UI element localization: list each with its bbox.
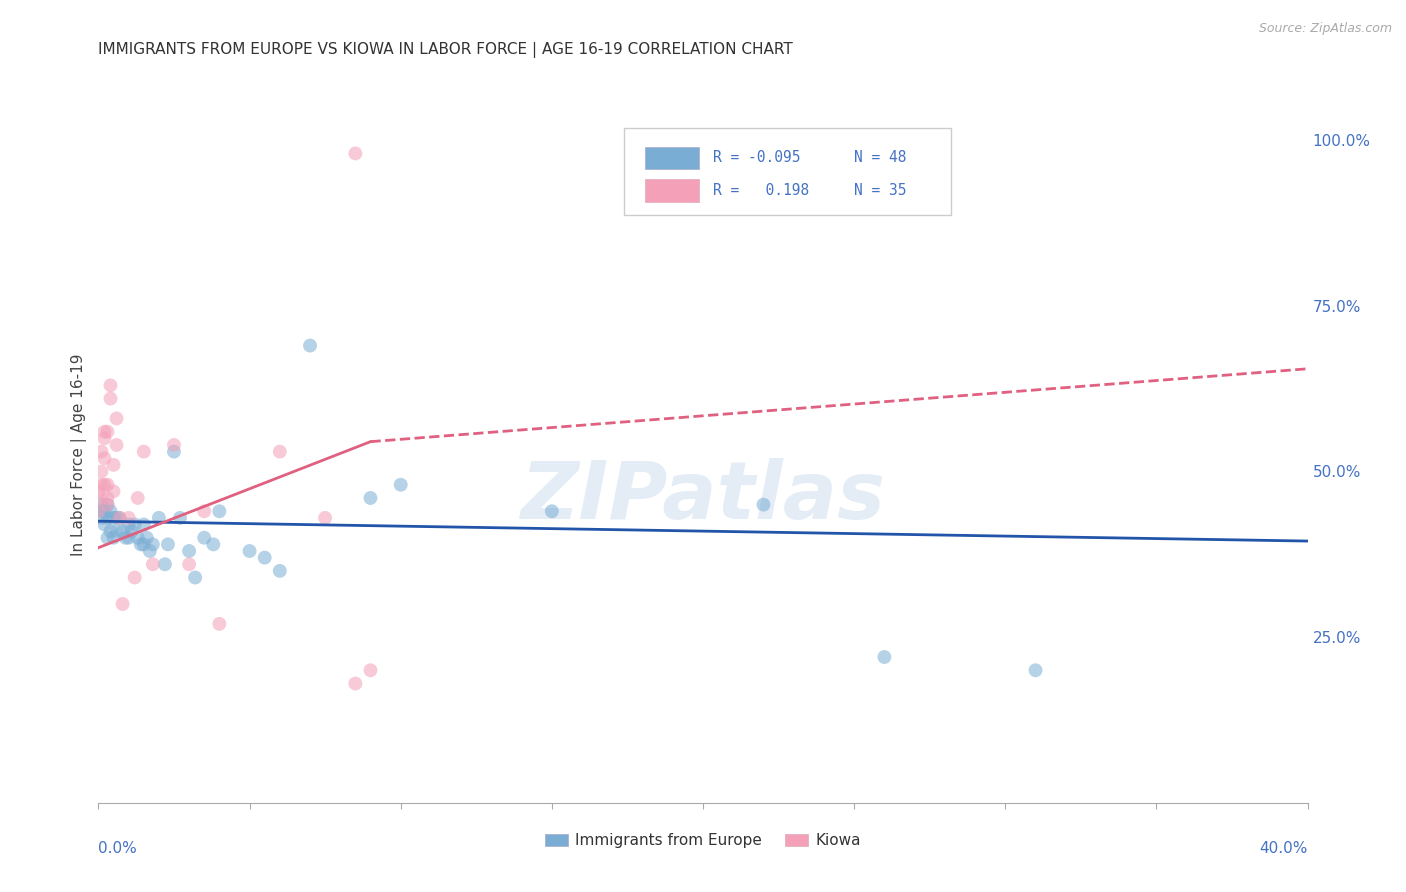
Point bbox=[269, 564, 291, 578]
Point bbox=[1024, 663, 1046, 677]
Point bbox=[108, 511, 131, 525]
Point bbox=[105, 438, 128, 452]
Point bbox=[100, 378, 122, 392]
Legend: Immigrants from Europe, Kiowa: Immigrants from Europe, Kiowa bbox=[538, 827, 868, 855]
Point bbox=[93, 477, 115, 491]
Point bbox=[873, 650, 896, 665]
Point bbox=[118, 511, 141, 525]
Point bbox=[132, 444, 155, 458]
Point bbox=[169, 511, 191, 525]
Text: 40.0%: 40.0% bbox=[1260, 841, 1308, 856]
Point bbox=[90, 491, 112, 505]
Point bbox=[127, 491, 149, 505]
Y-axis label: In Labor Force | Age 16-19: In Labor Force | Age 16-19 bbox=[72, 353, 87, 557]
Point bbox=[96, 498, 118, 512]
Point bbox=[105, 511, 128, 525]
Point bbox=[105, 524, 128, 538]
Point bbox=[96, 531, 118, 545]
Point bbox=[103, 458, 125, 472]
Point bbox=[299, 338, 322, 352]
Point bbox=[90, 477, 112, 491]
Point bbox=[93, 425, 115, 439]
Point bbox=[111, 524, 134, 538]
Point bbox=[148, 511, 170, 525]
FancyBboxPatch shape bbox=[624, 128, 950, 215]
Point bbox=[105, 411, 128, 425]
Point bbox=[142, 558, 165, 572]
Point bbox=[179, 544, 201, 558]
Point bbox=[90, 465, 112, 479]
Point bbox=[314, 511, 336, 525]
Point bbox=[193, 531, 215, 545]
Point bbox=[103, 511, 125, 525]
Point bbox=[90, 498, 112, 512]
Point bbox=[124, 570, 146, 584]
Point bbox=[87, 504, 110, 518]
Point bbox=[93, 431, 115, 445]
Point bbox=[132, 517, 155, 532]
Bar bbox=[645, 179, 699, 202]
Point bbox=[208, 616, 231, 631]
Point bbox=[127, 531, 149, 545]
Text: R =   0.198: R = 0.198 bbox=[713, 183, 808, 198]
Point bbox=[208, 504, 231, 518]
Point bbox=[108, 511, 131, 525]
Point bbox=[184, 570, 207, 584]
Point bbox=[540, 504, 562, 518]
Bar bbox=[645, 146, 699, 169]
Point bbox=[93, 504, 115, 518]
Point bbox=[100, 524, 122, 538]
Text: N = 48: N = 48 bbox=[855, 151, 907, 165]
Point bbox=[344, 146, 367, 161]
Text: ZIPatlas: ZIPatlas bbox=[520, 458, 886, 536]
Text: R = -0.095: R = -0.095 bbox=[713, 151, 800, 165]
Point bbox=[132, 537, 155, 551]
Point bbox=[87, 484, 110, 499]
Point bbox=[96, 498, 118, 512]
Point bbox=[103, 531, 125, 545]
Point bbox=[114, 531, 136, 545]
Text: 0.0%: 0.0% bbox=[98, 841, 138, 856]
Point bbox=[118, 531, 141, 545]
Point bbox=[239, 544, 262, 558]
Point bbox=[121, 524, 143, 538]
Point bbox=[752, 498, 775, 512]
Point bbox=[389, 477, 412, 491]
Text: N = 35: N = 35 bbox=[855, 183, 907, 198]
Point bbox=[193, 504, 215, 518]
Point bbox=[142, 537, 165, 551]
Point bbox=[129, 537, 152, 551]
Point bbox=[93, 451, 115, 466]
Point bbox=[96, 511, 118, 525]
Point bbox=[90, 444, 112, 458]
Point bbox=[100, 392, 122, 406]
Point bbox=[93, 517, 115, 532]
Point bbox=[111, 597, 134, 611]
Point bbox=[139, 544, 162, 558]
Point bbox=[360, 663, 382, 677]
Point bbox=[163, 438, 186, 452]
Point bbox=[100, 504, 122, 518]
Text: IMMIGRANTS FROM EUROPE VS KIOWA IN LABOR FORCE | AGE 16-19 CORRELATION CHART: IMMIGRANTS FROM EUROPE VS KIOWA IN LABOR… bbox=[98, 42, 793, 58]
Text: Source: ZipAtlas.com: Source: ZipAtlas.com bbox=[1258, 22, 1392, 36]
Point bbox=[96, 491, 118, 505]
Point bbox=[90, 511, 112, 525]
Point bbox=[103, 484, 125, 499]
Point bbox=[202, 537, 225, 551]
Point bbox=[153, 558, 176, 572]
Point bbox=[360, 491, 382, 505]
Point bbox=[135, 531, 157, 545]
Point bbox=[253, 550, 276, 565]
Point bbox=[124, 517, 146, 532]
Point bbox=[118, 517, 141, 532]
Point bbox=[87, 504, 110, 518]
Point bbox=[269, 444, 291, 458]
Point bbox=[96, 477, 118, 491]
Point bbox=[156, 537, 179, 551]
Point bbox=[179, 558, 201, 572]
Point bbox=[96, 425, 118, 439]
Point bbox=[344, 676, 367, 690]
Point bbox=[163, 444, 186, 458]
